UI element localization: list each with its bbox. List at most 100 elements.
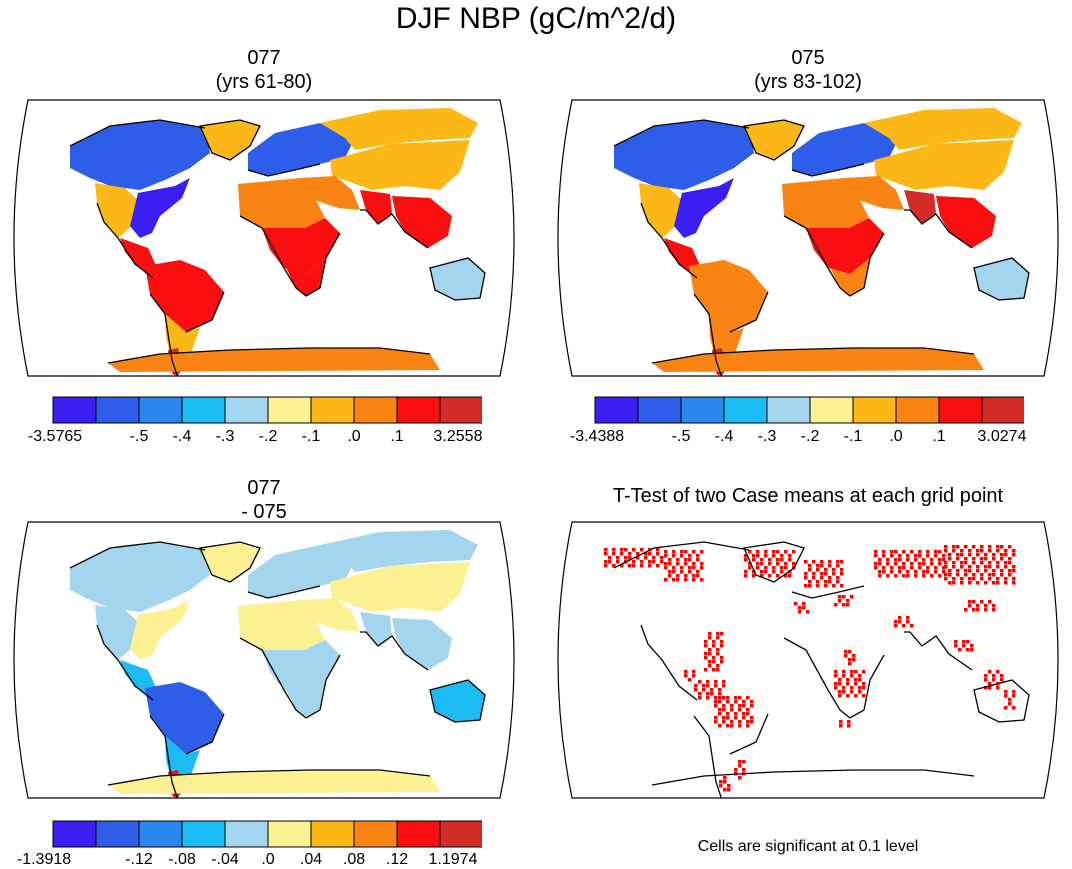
cbar-label: -3.5765 xyxy=(27,428,83,445)
significant-cell xyxy=(710,692,714,696)
coastline xyxy=(791,163,865,177)
significant-cell xyxy=(692,670,696,674)
significant-cell xyxy=(692,562,696,566)
significant-cell xyxy=(942,554,946,558)
region-africa-south xyxy=(830,258,870,296)
significant-cell xyxy=(910,550,914,554)
significant-cell xyxy=(930,558,934,562)
significant-cell xyxy=(604,548,608,552)
significant-cell xyxy=(910,562,914,566)
significant-cell xyxy=(788,558,792,562)
significant-cell xyxy=(906,558,910,562)
significant-cell xyxy=(704,640,708,644)
significant-cell xyxy=(842,690,846,694)
significant-cell xyxy=(806,610,810,614)
land-layer xyxy=(69,108,486,376)
colorbar-swatch xyxy=(224,396,269,424)
significant-cell xyxy=(902,550,906,554)
significant-cell xyxy=(738,724,742,728)
significant-cell xyxy=(716,632,720,636)
significant-cell xyxy=(954,640,958,644)
significant-cell xyxy=(852,654,856,658)
cbar-label: -.2 xyxy=(800,428,820,445)
significant-cell xyxy=(846,603,850,607)
significant-cell xyxy=(716,668,720,672)
significant-cell xyxy=(934,566,938,570)
significant-cell xyxy=(640,560,644,564)
significant-cell xyxy=(874,562,878,566)
significant-cell xyxy=(970,644,974,648)
region-na-west xyxy=(95,183,138,238)
significant-cell xyxy=(712,640,716,644)
significant-cell xyxy=(858,690,862,694)
significant-cell xyxy=(704,656,708,660)
significant-cell xyxy=(722,680,726,684)
region-antarctica xyxy=(108,770,440,794)
significant-cell xyxy=(734,768,738,772)
colorbar-swatch xyxy=(809,396,854,424)
colorbar-swatch xyxy=(138,820,183,848)
significant-cell xyxy=(972,573,976,577)
significant-cell xyxy=(698,692,702,696)
significant-cell xyxy=(672,578,676,582)
significant-cell xyxy=(962,640,966,644)
significant-cell xyxy=(862,682,866,686)
significant-cell xyxy=(708,664,712,668)
colorbar-swatch xyxy=(353,820,398,848)
significant-cell xyxy=(960,581,964,585)
significant-cell xyxy=(992,569,996,573)
significant-cell xyxy=(980,561,984,565)
significant-cell xyxy=(996,561,1000,565)
significant-cell xyxy=(834,674,838,678)
significant-cell xyxy=(1012,549,1016,553)
significant-cell xyxy=(750,704,754,708)
significant-cell xyxy=(906,570,910,574)
region-sa-north xyxy=(145,260,224,332)
significant-cell xyxy=(708,632,712,636)
coastline xyxy=(69,119,206,147)
significant-cell xyxy=(680,554,684,558)
significant-cell xyxy=(816,584,820,588)
significant-cell xyxy=(820,572,824,576)
significant-cell xyxy=(772,570,776,574)
significant-cell xyxy=(842,686,846,690)
significant-cell xyxy=(816,580,820,584)
significant-cell xyxy=(660,560,664,564)
significant-cell xyxy=(744,570,748,574)
significant-cell xyxy=(660,556,664,560)
significant-cell xyxy=(834,603,838,607)
significant-cell xyxy=(968,565,972,569)
significant-cell xyxy=(746,696,750,700)
significant-cell xyxy=(664,562,668,566)
significant-cell xyxy=(648,560,652,564)
region-middle-east xyxy=(300,598,360,632)
significant-cell xyxy=(708,652,712,656)
significant-cell xyxy=(874,550,878,554)
significant-cell xyxy=(722,696,726,700)
significant-cell xyxy=(688,558,692,562)
significant-cell xyxy=(878,558,882,562)
significant-cell xyxy=(832,568,836,572)
significant-cell xyxy=(898,570,902,574)
land-layer xyxy=(69,530,486,798)
significant-cell xyxy=(714,716,718,720)
significant-cell xyxy=(834,682,838,686)
significant-cell xyxy=(956,557,960,561)
significant-cell xyxy=(1004,577,1008,581)
region-africa-central xyxy=(262,640,340,696)
significant-cell xyxy=(718,692,722,696)
significant-cell xyxy=(839,720,843,724)
significant-cell xyxy=(628,556,632,560)
colorbar-swatch xyxy=(52,396,97,424)
significant-cell xyxy=(718,712,722,716)
significant-cell xyxy=(676,558,680,562)
significant-cell xyxy=(846,694,850,698)
colorbar-swatch xyxy=(181,396,226,424)
coastline xyxy=(651,347,975,364)
region-se-asia xyxy=(392,196,452,248)
significant-cell xyxy=(862,670,866,674)
significant-cell xyxy=(780,566,784,570)
significant-cell xyxy=(692,550,696,554)
significant-cell xyxy=(847,720,851,724)
significant-cell xyxy=(968,577,972,581)
